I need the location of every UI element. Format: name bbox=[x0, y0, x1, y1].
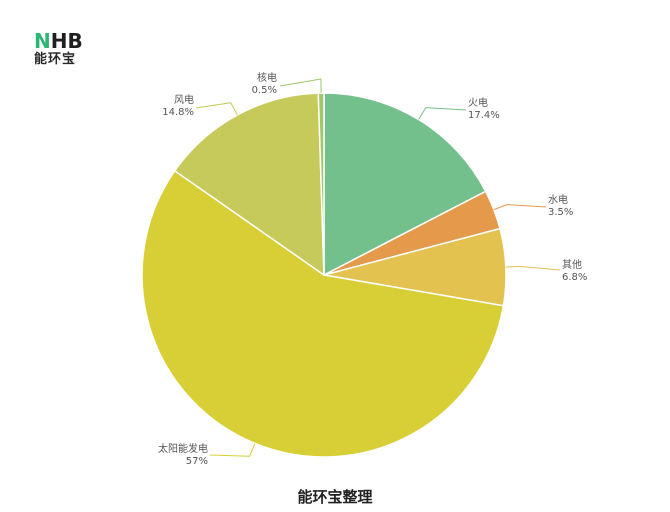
pie-slice-name: 水电 bbox=[548, 193, 568, 206]
pie-slice-name: 火电 bbox=[468, 96, 488, 109]
logo-letters: HB bbox=[50, 29, 83, 53]
pie-slice-percent: 3.5% bbox=[548, 207, 573, 218]
pie-slice-percent: 17.4% bbox=[468, 110, 500, 121]
pie-leader-line bbox=[493, 204, 547, 211]
pie-slice-name: 风电 bbox=[174, 93, 194, 106]
pie-slice-name: 其他 bbox=[562, 258, 582, 271]
logo-subtitle: 能环宝 bbox=[34, 52, 77, 67]
pie-slice-percent: 57% bbox=[186, 456, 208, 467]
pie-leader-line bbox=[195, 102, 238, 116]
pie-slices bbox=[141, 92, 507, 458]
pie-leader-line bbox=[209, 443, 256, 457]
pie-slice bbox=[317, 92, 325, 276]
pie-slice-percent: 0.5% bbox=[252, 85, 277, 96]
logo-accent-letter: N bbox=[34, 29, 51, 53]
chart-caption: 能环宝整理 bbox=[297, 488, 373, 506]
pie-slice-name: 太阳能发电 bbox=[158, 442, 208, 455]
pie-leader-line bbox=[418, 107, 467, 120]
pie-slice-percent: 14.8% bbox=[162, 107, 194, 118]
pie-slice bbox=[141, 169, 505, 458]
pie-slice bbox=[323, 92, 487, 277]
pie-leader-lines bbox=[195, 78, 561, 457]
pie-slice-percent: 6.8% bbox=[562, 272, 587, 283]
pie-leader-line bbox=[505, 265, 561, 271]
brand-logo: NHB 能环宝 bbox=[34, 30, 94, 74]
logo-wordmark: NHB bbox=[34, 30, 83, 52]
pie-leader-line bbox=[279, 78, 322, 94]
pie-slice-name: 核电 bbox=[257, 71, 277, 84]
